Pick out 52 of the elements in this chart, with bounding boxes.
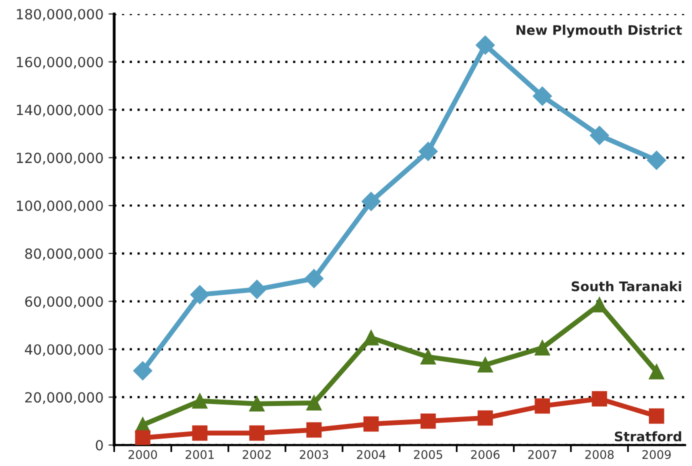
point [363, 416, 379, 432]
y-tick-label: 100,000,000 [16, 200, 103, 212]
point [247, 280, 266, 299]
y-tick-label: 180,000,000 [16, 8, 103, 21]
y-tick-label: 60,000,000 [25, 296, 103, 308]
point [249, 425, 265, 441]
point [249, 396, 265, 412]
x-tick-label: 2007 [528, 450, 556, 460]
y-tick-label: 140,000,000 [16, 104, 103, 117]
y-tick-label: 0 [96, 440, 103, 451]
point [363, 330, 379, 346]
x-tick-label: 2005 [414, 450, 442, 460]
point [592, 391, 608, 406]
point [418, 142, 438, 161]
point [362, 192, 381, 212]
point [590, 126, 609, 145]
y-tick-label: 80,000,000 [25, 248, 103, 260]
point [420, 413, 436, 429]
y-tick-label: 20,000,000 [25, 392, 103, 404]
y-tick-label: 160,000,000 [16, 56, 103, 69]
x-tick-label: 2002 [242, 450, 271, 460]
x-tick-label: 2004 [356, 450, 386, 460]
point [190, 285, 210, 304]
point [306, 422, 322, 438]
point [192, 393, 208, 409]
point [647, 150, 666, 170]
x-tick-label: 2008 [585, 450, 614, 460]
point [306, 395, 322, 411]
point [478, 410, 493, 426]
point [534, 340, 550, 356]
point [592, 297, 608, 312]
point [478, 357, 493, 372]
point [133, 361, 152, 380]
point [304, 269, 324, 288]
point [648, 364, 664, 380]
point [476, 36, 495, 55]
x-tick-label: 2009 [642, 450, 671, 460]
x-tick-label: 2006 [471, 450, 500, 460]
y-tick-label: 40,000,000 [24, 344, 103, 356]
point [532, 86, 552, 106]
y-tick-label: 120,000,000 [16, 152, 103, 165]
point [648, 408, 664, 424]
x-tick-label: 2003 [300, 450, 328, 460]
text: South Taranaki [572, 281, 682, 292]
point [192, 425, 208, 441]
x-tick-label: 2001 [186, 450, 214, 460]
series-label: Stratford [614, 431, 682, 442]
x-tick-label: 2000 [128, 450, 157, 460]
point [135, 430, 150, 446]
series-label: New Plymouth District [516, 24, 682, 38]
point [420, 349, 436, 365]
point [534, 398, 550, 414]
